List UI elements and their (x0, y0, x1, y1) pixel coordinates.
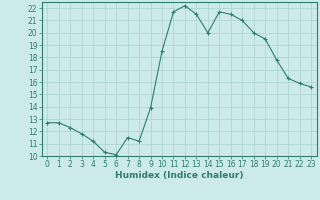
X-axis label: Humidex (Indice chaleur): Humidex (Indice chaleur) (115, 171, 244, 180)
